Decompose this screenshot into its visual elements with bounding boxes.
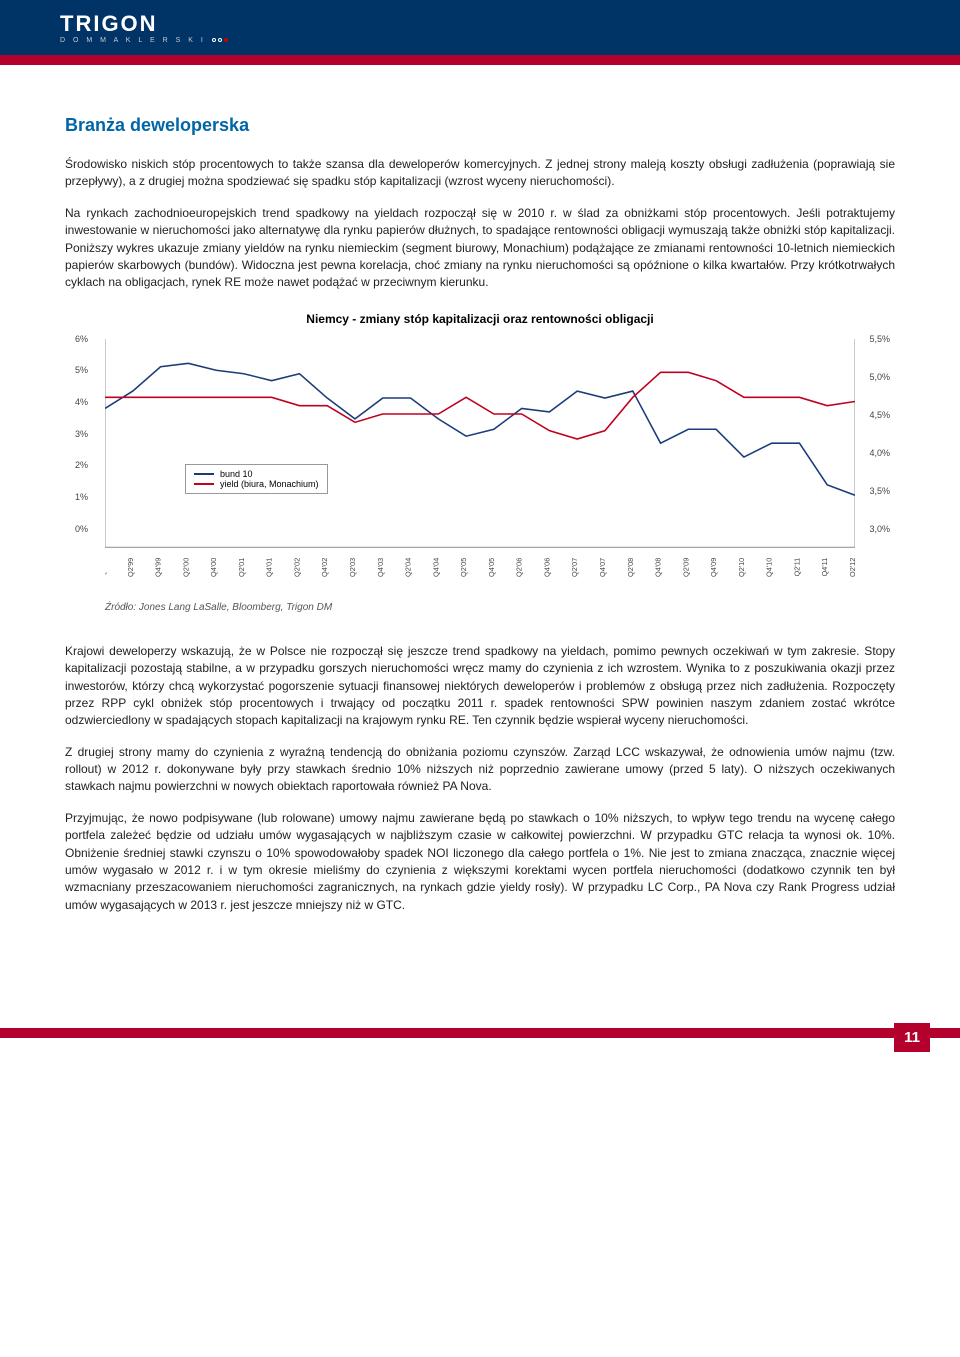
logo-main: TRIGON — [60, 11, 229, 37]
footer-stripe — [0, 1028, 960, 1038]
svg-text:Q2'08: Q2'08 — [626, 557, 635, 576]
chart-container: 6%5%4%3%2%1%0% 5,5%5,0%4,5%4,0%3,5%3,0% … — [105, 334, 855, 594]
svg-text:Q2'05: Q2'05 — [459, 557, 468, 576]
svg-text:Q2'01: Q2'01 — [237, 557, 246, 576]
svg-text:Q4'01: Q4'01 — [265, 557, 274, 576]
svg-text:Q2'99: Q2'99 — [126, 557, 135, 576]
svg-text:Q4'07: Q4'07 — [598, 557, 607, 576]
chart-block: Niemcy - zmiany stóp kapitalizacji oraz … — [65, 312, 895, 613]
svg-text:Q4'06: Q4'06 — [542, 557, 551, 576]
svg-text:Q4'00: Q4'00 — [209, 557, 218, 576]
content: Branża deweloperska Środowisko niskich s… — [0, 65, 960, 968]
svg-text:Q2'07: Q2'07 — [570, 557, 579, 576]
paragraph-5: Przyjmując, że nowo podpisywane (lub rol… — [65, 810, 895, 914]
svg-text:Q2'11: Q2'11 — [792, 557, 801, 576]
page-number: 11 — [894, 1023, 930, 1052]
y-axis-left: 6%5%4%3%2%1%0% — [75, 334, 88, 534]
footer: 11 — [0, 1028, 960, 1038]
paragraph-1: Środowisko niskich stóp procentowych to … — [65, 156, 895, 191]
svg-text:Q2'06: Q2'06 — [515, 557, 524, 576]
svg-text:Q4'11: Q4'11 — [820, 557, 829, 576]
page-title: Branża deweloperska — [65, 115, 895, 136]
svg-text:Q2'09: Q2'09 — [681, 557, 690, 576]
paragraph-4: Z drugiej strony mamy do czynienia z wyr… — [65, 744, 895, 796]
svg-text:Q2'10: Q2'10 — [737, 557, 746, 576]
svg-text:Q2'00: Q2'00 — [181, 557, 190, 576]
paragraph-2: Na rynkach zachodnioeuropejskich trend s… — [65, 205, 895, 292]
svg-text:Q2'03: Q2'03 — [348, 557, 357, 576]
logo: TRIGON D O M M A K L E R S K I — [60, 11, 229, 44]
svg-text:Q4'08: Q4'08 — [654, 557, 663, 576]
chart-legend: bund 10yield (biura, Monachium) — [185, 464, 328, 494]
svg-text:Q4'10: Q4'10 — [765, 557, 774, 576]
svg-text:Q4'98: Q4'98 — [105, 557, 107, 576]
svg-text:Q4'99: Q4'99 — [154, 557, 163, 576]
chart-source: Źródło: Jones Lang LaSalle, Bloomberg, T… — [105, 602, 895, 613]
svg-text:Q2'02: Q2'02 — [292, 557, 301, 576]
svg-text:Q2'12: Q2'12 — [848, 557, 855, 576]
svg-text:Q4'02: Q4'02 — [320, 557, 329, 576]
paragraph-3: Krajowi deweloperzy wskazują, że w Polsc… — [65, 643, 895, 730]
y-axis-right: 5,5%5,0%4,5%4,0%3,5%3,0% — [869, 334, 890, 534]
red-stripe — [0, 55, 960, 65]
svg-text:Q4'04: Q4'04 — [431, 557, 440, 576]
header-bar: TRIGON D O M M A K L E R S K I — [0, 0, 960, 55]
svg-text:Q4'09: Q4'09 — [709, 557, 718, 576]
svg-text:Q4'03: Q4'03 — [376, 557, 385, 576]
svg-text:Q2'04: Q2'04 — [404, 557, 413, 576]
svg-text:Q4'05: Q4'05 — [487, 557, 496, 576]
logo-sub: D O M M A K L E R S K I — [60, 37, 229, 44]
chart-title: Niemcy - zmiany stóp kapitalizacji oraz … — [65, 312, 895, 326]
